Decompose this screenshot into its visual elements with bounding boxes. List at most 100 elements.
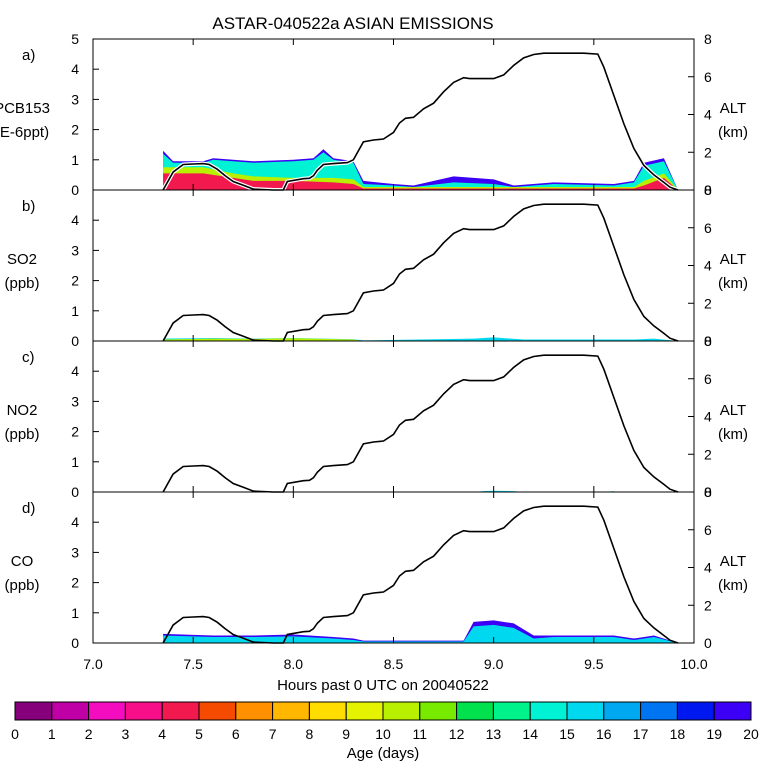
colorbar-swatch	[382, 701, 421, 721]
colorbar-swatch	[492, 701, 531, 721]
colorbar-swatch	[161, 701, 200, 721]
y-tick-label: 4	[71, 61, 79, 77]
plot-frame-panel-2	[92, 189, 695, 342]
species-name: SO2	[7, 251, 37, 268]
colorbar-tick-label: 5	[195, 726, 203, 742]
right-axis-units: (km)	[718, 275, 748, 292]
panel-label: d)	[22, 500, 35, 517]
alt-tick-label: 0	[704, 182, 712, 198]
panel-2: 0 1 2 3 4 0 2 4 6 8 b) SO2 (ppb) ALT (km)	[4, 182, 748, 349]
plot-frame-panel-3	[92, 340, 695, 493]
colorbar-tick-label: 16	[596, 726, 612, 742]
alt-tick-label: 6	[704, 522, 712, 538]
alt-tick-label: 6	[704, 69, 712, 85]
right-axis-label: ALT	[720, 100, 746, 117]
panel-4: 0 1 2 3 4 0 2 4 6 8 d) CO (ppb) ALT (km)	[4, 484, 748, 651]
y-tick-label: 0	[71, 484, 79, 500]
colorbar-swatch	[88, 701, 126, 721]
x-tick-label: 9.0	[484, 656, 504, 672]
colorbar-tick-label: 1	[48, 726, 56, 742]
y-tick-label: 4	[71, 514, 79, 530]
y-tick-label: 1	[71, 454, 79, 470]
colorbar-tick-label: 7	[269, 726, 277, 742]
alt-tick-label: 4	[704, 560, 712, 576]
y-tick-label: 0	[71, 635, 79, 651]
colorbar-tick-label: 13	[486, 726, 502, 742]
colorbar: 0 1 2 3 4 5 6 7 8 9 10 11 12 13 14 15 16 17 18 19 20 Age (da…	[11, 701, 759, 762]
colorbar-tick-label: 8	[306, 726, 314, 742]
right-axis-units: (km)	[718, 124, 748, 141]
chart-panels: 0 1 2 3 4 5 0 2 4 6 8 a) PCB153 (E-6ppt) ALT (km) 0 1 2 3 4 0…	[0, 31, 748, 651]
right-axis-label: ALT	[720, 251, 746, 268]
y-tick-label: 3	[71, 91, 79, 107]
alt-tick-label: 0	[704, 484, 712, 500]
alt-tick-label: 2	[704, 597, 712, 613]
right-axis-units: (km)	[718, 577, 748, 594]
alt-tick-label: 6	[704, 371, 712, 387]
species-units: (E-6ppt)	[0, 124, 49, 141]
y-tick-label: 3	[71, 242, 79, 258]
colorbar-swatch	[566, 701, 605, 721]
panel-1: 0 1 2 3 4 5 0 2 4 6 8 a) PCB153 (E-6ppt) ALT (km)	[0, 31, 748, 198]
colorbar-tick-label: 0	[11, 726, 19, 742]
colorbar-swatch	[198, 701, 237, 721]
colorbar-tick-label: 2	[85, 726, 93, 742]
area-age-8-12-panel-2	[163, 338, 679, 341]
colorbar-tick-label: 4	[158, 726, 166, 742]
colorbar-swatch	[308, 701, 347, 721]
x-tick-label: 8.5	[384, 656, 404, 672]
altitude-line-panel-1	[162, 52, 679, 191]
y-tick-label: 4	[71, 212, 79, 228]
y-tick-label: 3	[71, 393, 79, 409]
panel-label: b)	[22, 198, 35, 215]
alt-tick-label: 8	[704, 182, 712, 198]
x-tick-label: 7.0	[83, 656, 103, 672]
colorbar-tick-label: 12	[449, 726, 465, 742]
area-age-4-5-panel-1	[163, 173, 679, 190]
alt-tick-label: 2	[704, 144, 712, 160]
colorbar-tick-label: 15	[559, 726, 575, 742]
x-tick-labels: 7.0 7.5 8.0 8.5 9.0 9.5 10.0	[83, 656, 708, 672]
x-axis-label: Hours past 0 UTC on 20040522	[277, 677, 489, 694]
colorbar-tick-label: 11	[413, 726, 428, 742]
y-tick-label: 0	[71, 182, 79, 198]
altitude-line-panel-3	[162, 354, 679, 493]
colorbar-tick-label: 19	[706, 726, 722, 742]
species-name: PCB153	[0, 100, 50, 117]
area-age-12-17-panel-4	[163, 624, 679, 643]
plot-frame-panel-4	[92, 491, 695, 644]
colorbar-swatch	[676, 701, 715, 721]
alt-tick-label: 8	[704, 484, 712, 500]
colorbar-tick-label: 9	[342, 726, 350, 742]
y-tick-label: 1	[71, 605, 79, 621]
alt-tick-label: 0	[704, 333, 712, 349]
species-name: CO	[11, 553, 34, 570]
y-tick-label: 5	[71, 31, 79, 47]
altitude-line-panel-2	[162, 203, 679, 342]
alt-tick-label: 6	[704, 220, 712, 236]
y-tick-label: 2	[71, 273, 79, 289]
colorbar-tick-label: 17	[633, 726, 649, 742]
y-tick-label: 3	[71, 544, 79, 560]
alt-tick-label: 2	[704, 446, 712, 462]
y-tick-label: 2	[71, 122, 79, 138]
colorbar-tick-label: 20	[743, 726, 759, 742]
x-tick-label: 10.0	[680, 656, 707, 672]
colorbar-swatch	[51, 701, 90, 721]
colorbar-tick-label: 3	[122, 726, 130, 742]
colorbar-swatches	[14, 701, 752, 721]
colorbar-swatch	[345, 701, 384, 721]
x-tick-label: 9.5	[584, 656, 604, 672]
alt-tick-label: 8	[704, 333, 712, 349]
colorbar-swatch	[529, 701, 568, 721]
colorbar-swatch	[272, 701, 310, 721]
panel-label: c)	[22, 349, 35, 366]
chart-title: ASTAR-040522a ASIAN EMISSIONS	[212, 14, 493, 33]
alt-tick-label: 4	[704, 107, 712, 123]
x-tick-label: 7.5	[183, 656, 203, 672]
panel-label: a)	[22, 47, 35, 64]
y-tick-label: 0	[71, 333, 79, 349]
altitude-line-panel-4	[162, 505, 679, 644]
y-tick-label: 2	[71, 424, 79, 440]
